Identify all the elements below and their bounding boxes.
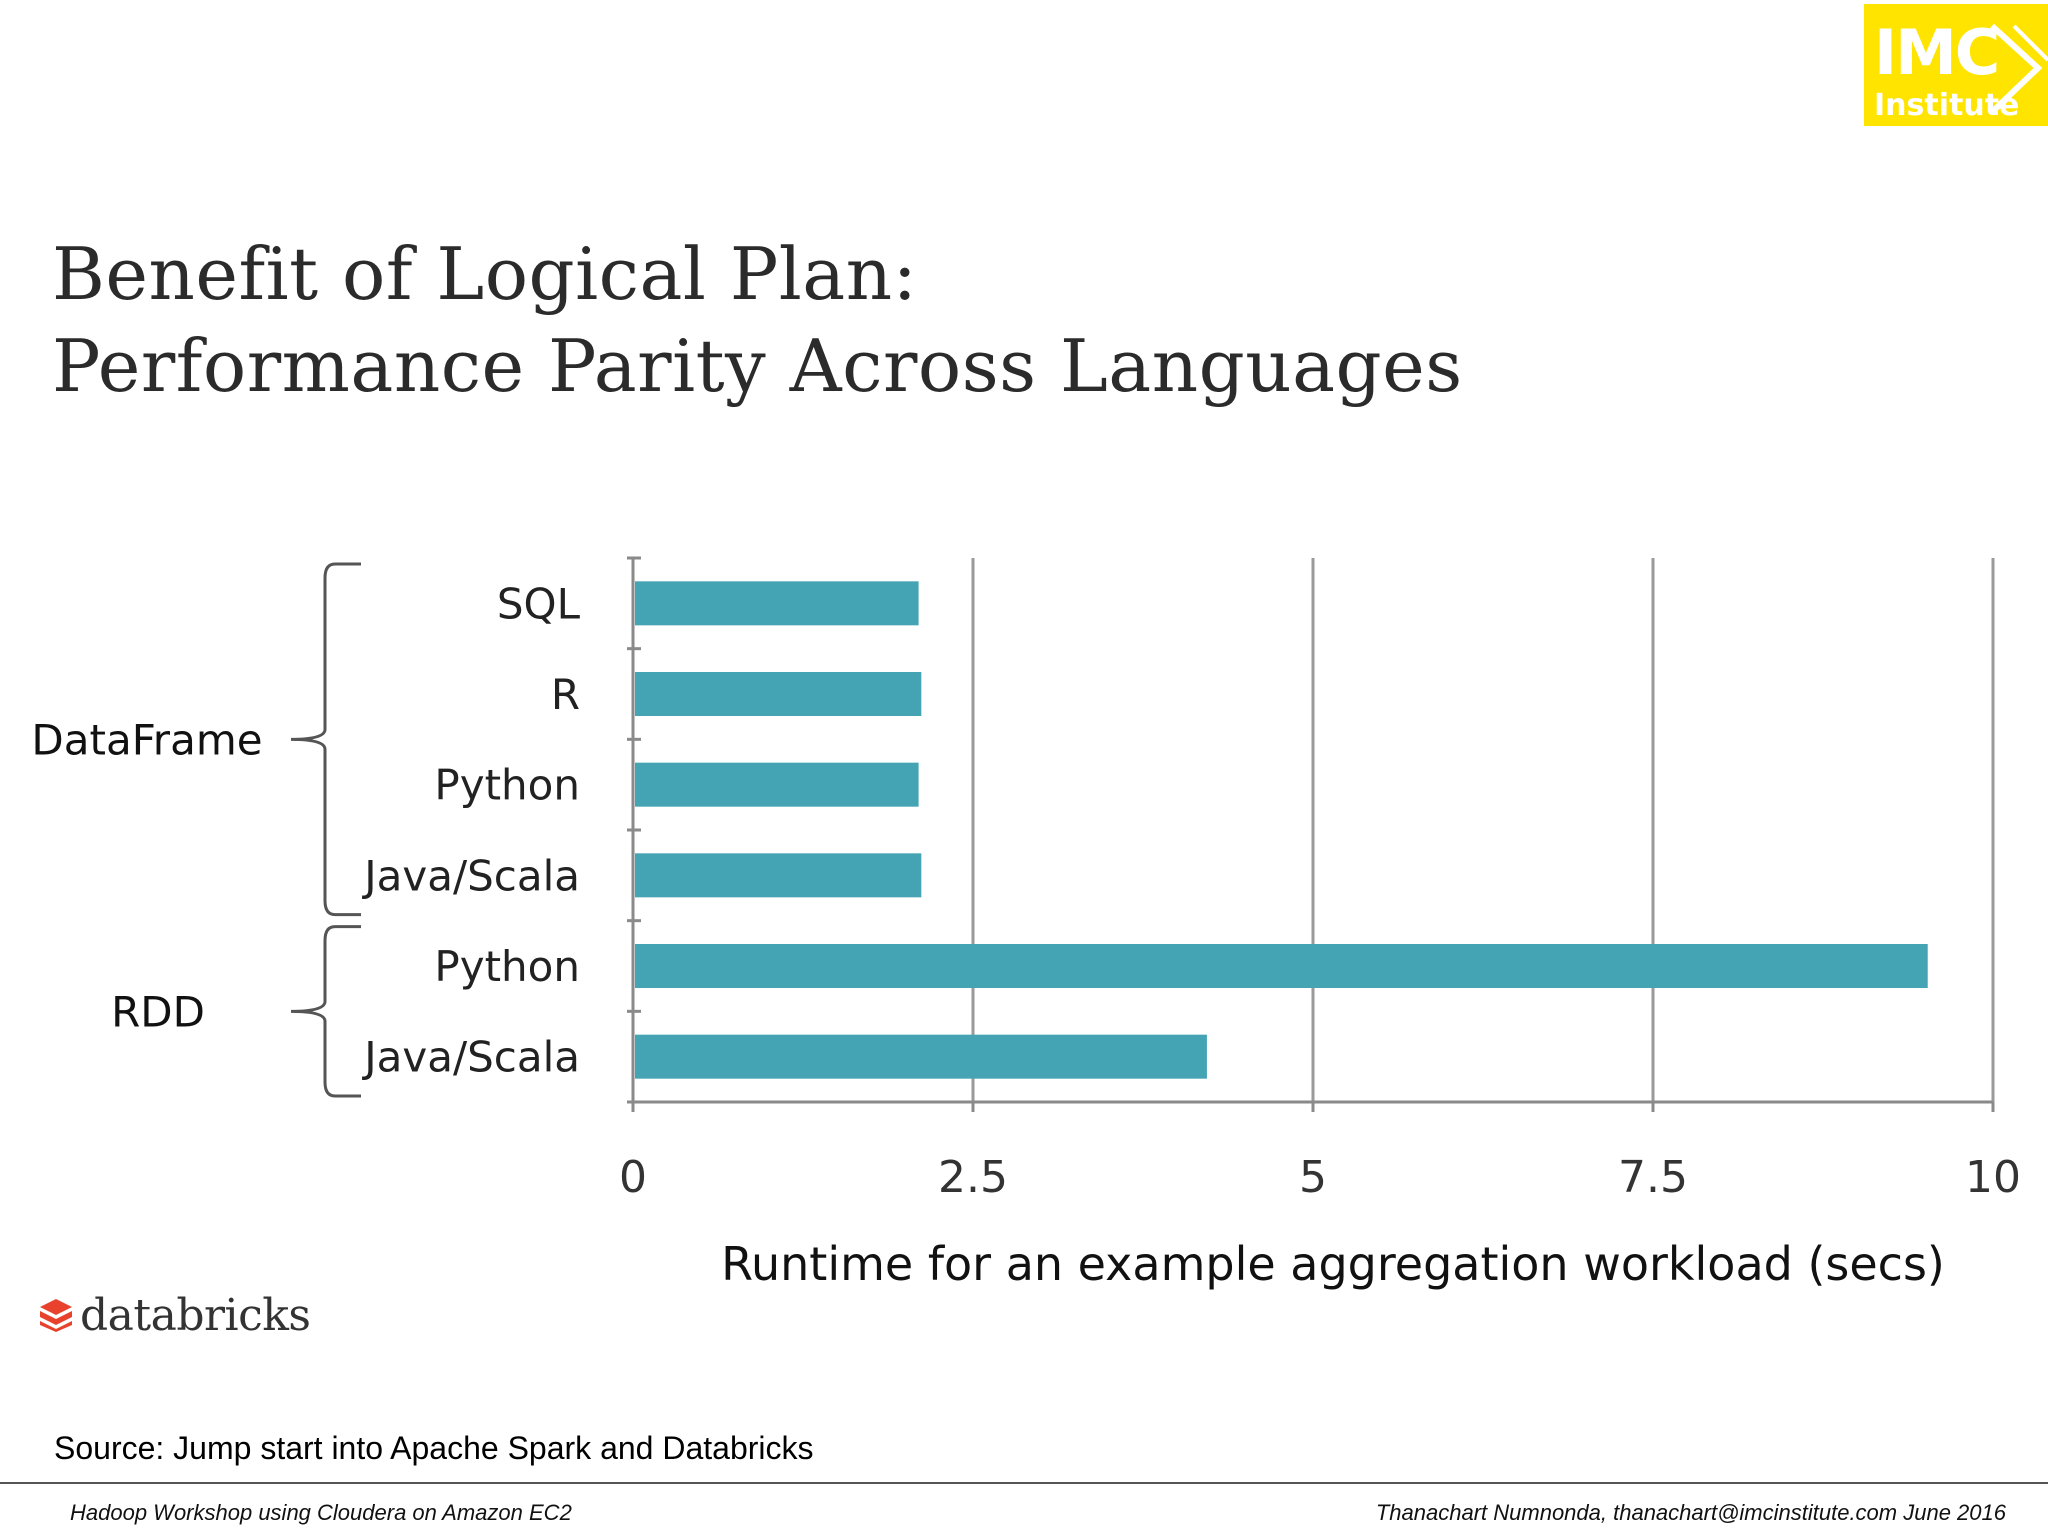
category-label-4: Python — [434, 942, 580, 991]
bar-2 — [635, 762, 919, 807]
category-label-2: Python — [434, 761, 580, 810]
source-citation: Source: Jump start into Apache Spark and… — [54, 1430, 814, 1466]
chart-area: 0 2.5 5 7.5 10 SQL R Python Java/Scala Python Java… — [0, 420, 2048, 1320]
group-label-0: DataFrame — [31, 715, 262, 764]
x-tick-label-3: 7.5 — [1618, 1152, 1688, 1203]
footer-divider — [0, 1482, 2048, 1484]
x-tick-label-4: 10 — [1965, 1152, 2021, 1203]
bar-3 — [635, 853, 922, 898]
title-line-2: Performance Parity Across Languages — [52, 324, 1463, 408]
bar-0 — [635, 581, 919, 626]
databricks-logo-text: databricks — [80, 1289, 311, 1341]
x-tick-label-1: 2.5 — [938, 1152, 1008, 1203]
bar-5 — [635, 1034, 1207, 1079]
category-label-0: SQL — [497, 579, 581, 628]
group-brace-1 — [290, 925, 361, 1098]
imc-chevron-icon — [1989, 23, 2048, 115]
bar-chart: 0 2.5 5 7.5 10 SQL R Python Java/Scala Python Java… — [31, 556, 2021, 1291]
imc-institute-logo: IMC Institute — [1864, 4, 2048, 126]
footer-author-info: Thanachart Numnonda, thanachart@imcinsti… — [1375, 1500, 2006, 1525]
x-tick-label-2: 5 — [1299, 1152, 1327, 1203]
footer-workshop-title: Hadoop Workshop using Cloudera on Amazon… — [70, 1500, 572, 1525]
databricks-icon — [40, 1299, 72, 1332]
databricks-logo: databricks — [38, 1289, 311, 1341]
category-label-3: Java/Scala — [361, 851, 580, 900]
bar-4 — [635, 944, 1928, 988]
bar-1 — [635, 672, 922, 716]
imc-logo-subtext: Institute — [1874, 88, 2020, 123]
title-line-1: Benefit of Logical Plan: — [52, 232, 918, 316]
category-label-1: R — [551, 670, 580, 719]
x-axis-title: Runtime for an example aggregation workl… — [721, 1237, 1945, 1291]
group-label-1: RDD — [111, 987, 205, 1036]
slide-title: Benefit of Logical Plan: Performance Par… — [52, 228, 1463, 412]
group-brace-0 — [290, 562, 361, 917]
x-tick-label-0: 0 — [619, 1152, 647, 1203]
category-label-5: Java/Scala — [361, 1033, 580, 1082]
imc-logo-text: IMC — [1874, 16, 2000, 89]
